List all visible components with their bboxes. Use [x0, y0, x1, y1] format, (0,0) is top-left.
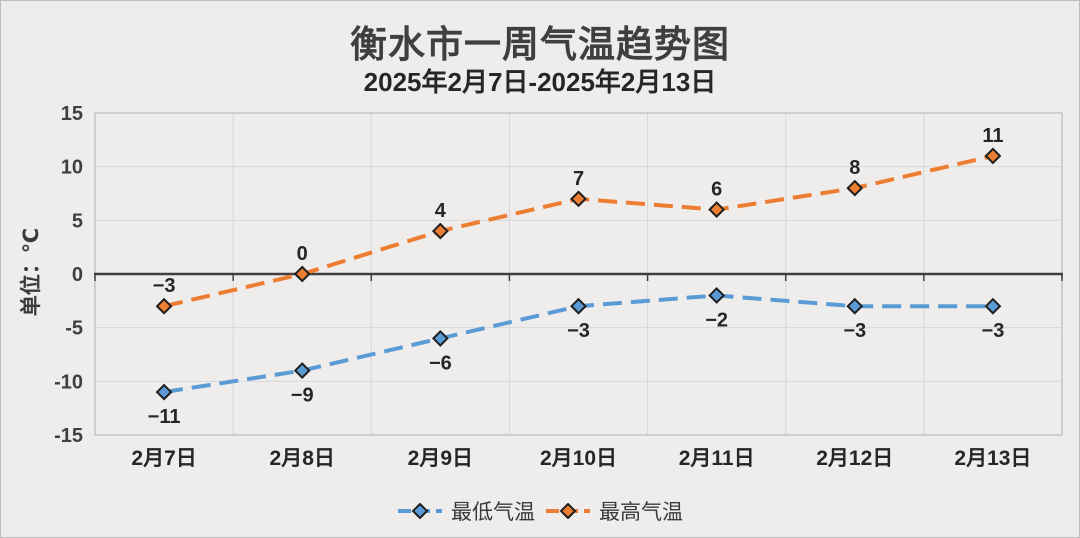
- data-point-marker: [708, 201, 726, 219]
- chart-title: 衡水市一周气温趋势图: [350, 24, 730, 65]
- data-point-label: 6: [711, 179, 722, 201]
- data-point-marker: [155, 297, 173, 315]
- max-temp-legend-swatch-icon: [546, 503, 590, 519]
- y-axis-tick-label: 15: [61, 103, 83, 125]
- data-point-label: −9: [291, 385, 314, 407]
- data-point-marker: [155, 383, 173, 401]
- x-axis-category-label: 2月10日: [540, 447, 617, 470]
- y-axis-tick-label: 5: [72, 210, 83, 232]
- data-point-marker: [570, 297, 587, 315]
- data-point-marker: [293, 265, 311, 283]
- x-axis-category-label: 2月12日: [816, 447, 893, 470]
- data-point-label: 7: [573, 168, 584, 190]
- data-point-marker: [984, 297, 1002, 315]
- data-point-marker: [984, 147, 1002, 165]
- x-axis-category-label: 2月11日: [679, 447, 755, 470]
- min-temp-legend-swatch-icon: [398, 503, 442, 519]
- x-axis-category-label: 2月9日: [408, 447, 473, 470]
- legend: 最低气温 最高气温: [0, 496, 1080, 526]
- y-axis-tick-label: 10: [61, 157, 83, 179]
- data-point-label: 4: [435, 200, 447, 222]
- legend-label-max-temp: 最高气温: [599, 501, 683, 524]
- y-axis-tick-label: -5: [65, 318, 83, 340]
- data-point-marker: [570, 190, 587, 208]
- data-point-label: −11: [148, 406, 181, 428]
- data-point-marker: [293, 362, 311, 380]
- data-point-label: −3: [843, 320, 866, 342]
- data-point-label: 11: [982, 125, 1003, 147]
- data-point-label: −2: [705, 309, 728, 331]
- data-point-marker: [431, 329, 449, 347]
- chart-subtitle: 2025年2月7日-2025年2月13日: [363, 67, 717, 97]
- data-point-label: 8: [849, 157, 860, 179]
- legend-label-min-temp: 最低气温: [451, 501, 535, 524]
- data-point-marker: [431, 222, 449, 240]
- y-axis-tick-label: -10: [54, 371, 83, 393]
- x-axis-category-label: 2月7日: [131, 447, 196, 470]
- data-point-marker: [846, 297, 864, 315]
- legend-item-min-temp: 最低气温: [397, 496, 535, 526]
- data-point-marker: [708, 287, 726, 304]
- data-point-label: −3: [153, 275, 176, 297]
- y-axis-tick-label: -15: [54, 425, 83, 447]
- y-axis-tick-label: 0: [72, 264, 83, 286]
- data-point-label: −3: [567, 320, 590, 342]
- x-axis-category-label: 2月8日: [270, 447, 335, 470]
- data-point-marker: [846, 179, 864, 197]
- x-axis-category-label: 2月13日: [954, 447, 1031, 470]
- data-point-label: 0: [297, 243, 308, 265]
- legend-item-max-temp: 最高气温: [545, 496, 683, 526]
- data-point-label: −3: [982, 320, 1005, 342]
- data-point-label: −6: [429, 352, 452, 374]
